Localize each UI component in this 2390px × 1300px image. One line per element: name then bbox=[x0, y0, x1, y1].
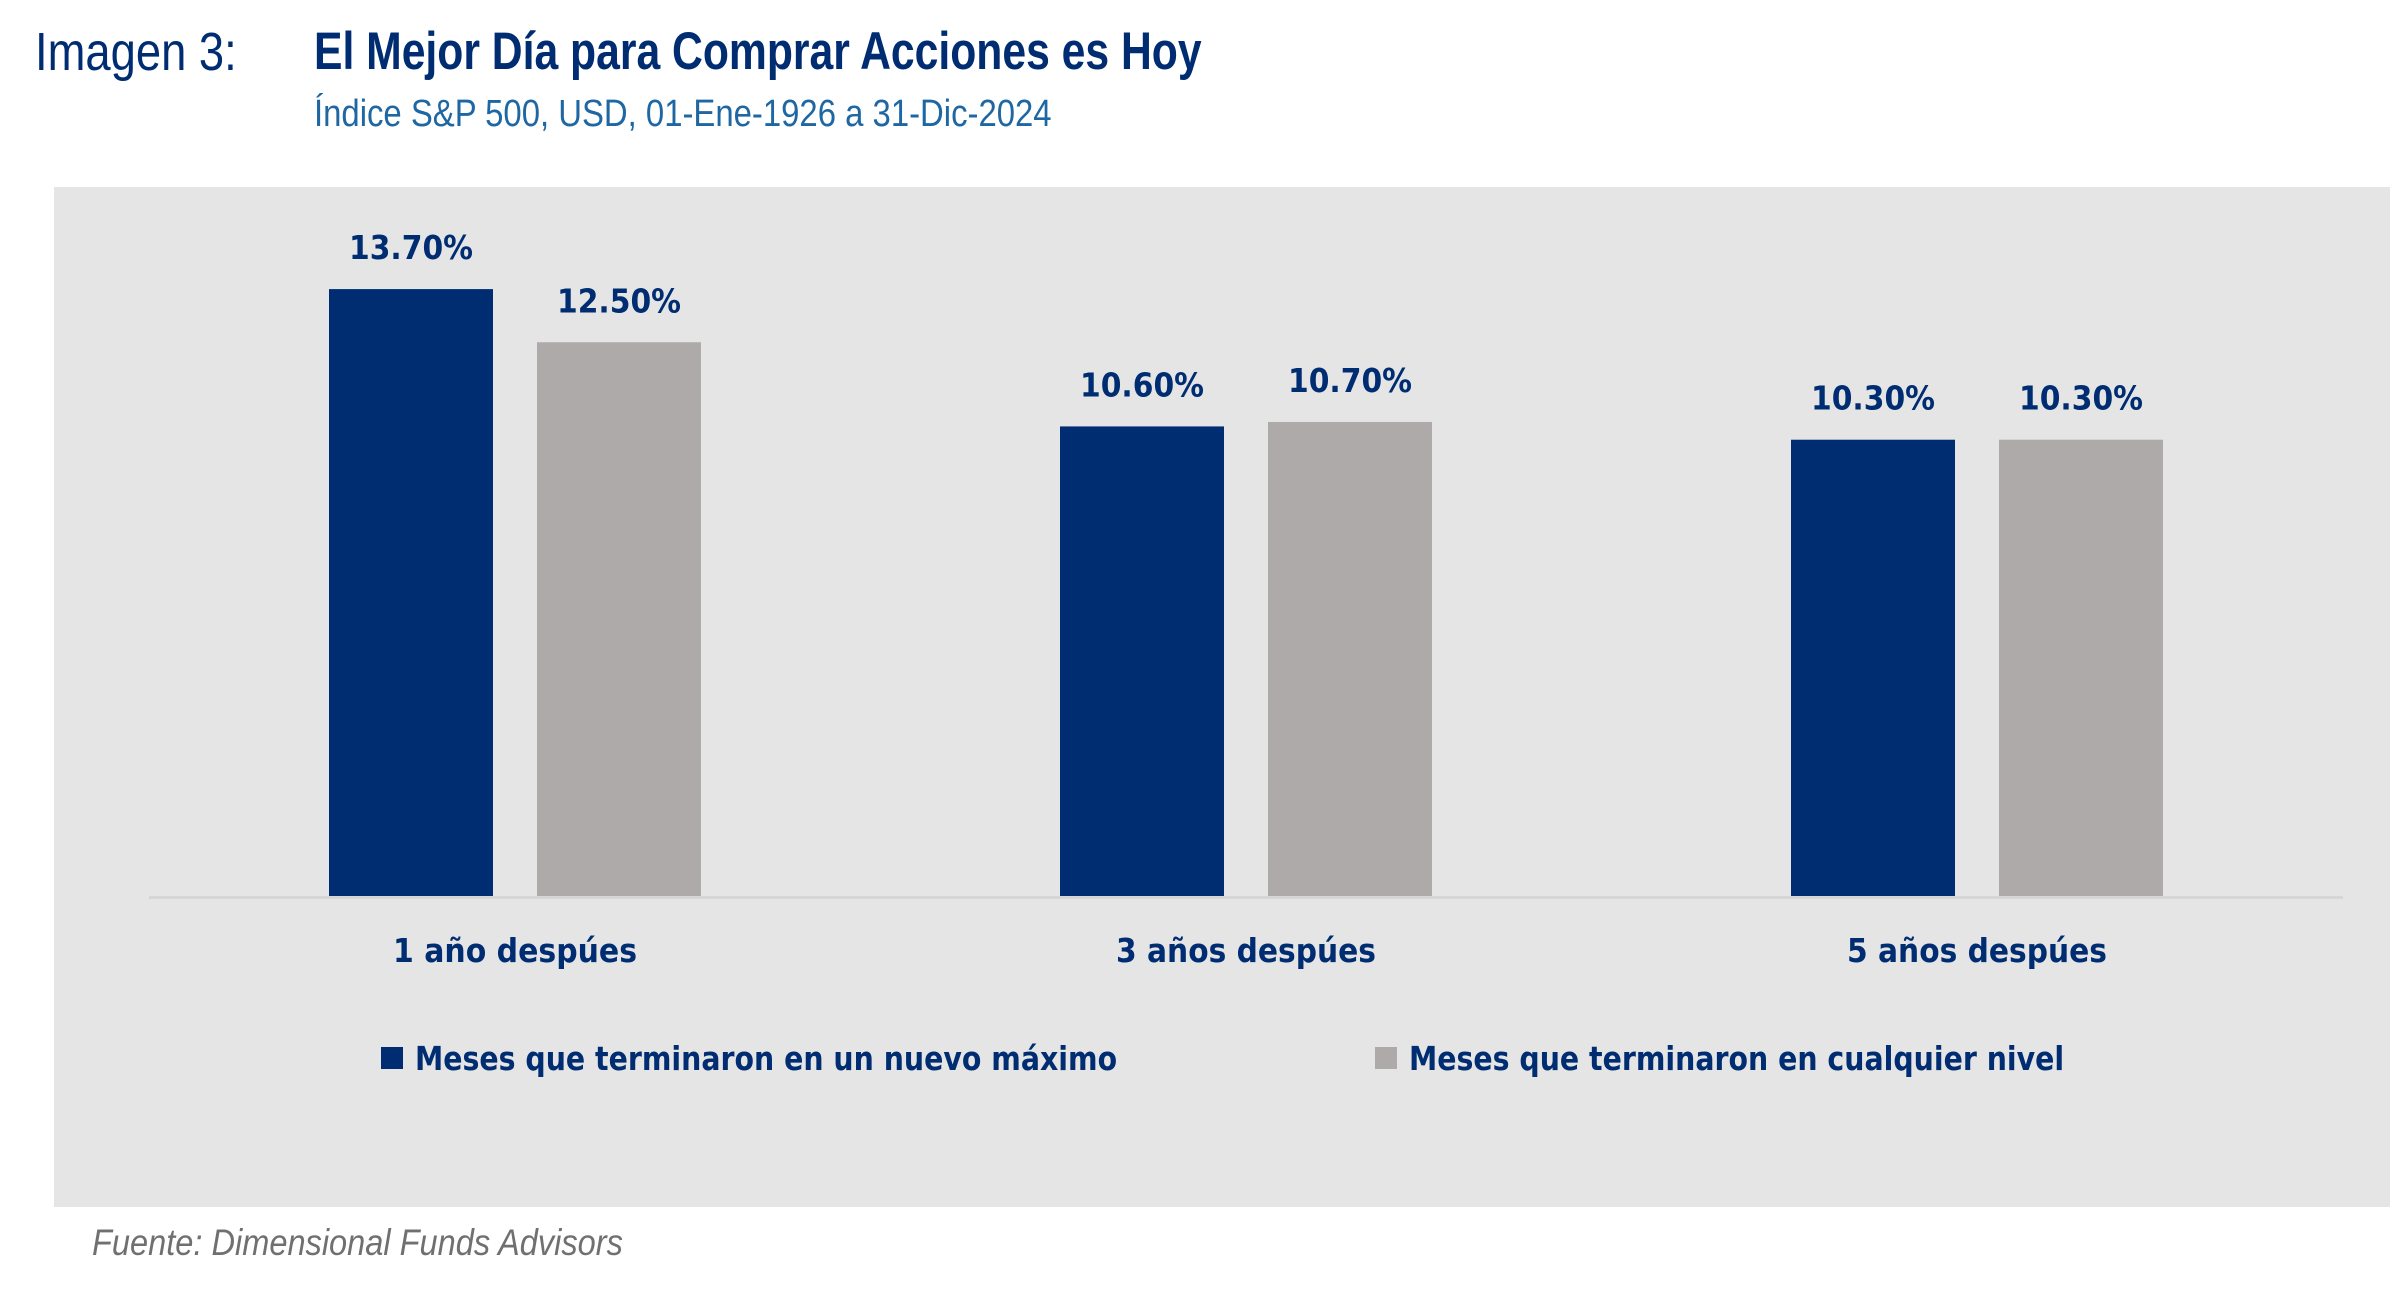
legend-label-any-level: Meses que terminaron en cualquier nivel bbox=[1409, 1038, 2065, 1078]
data-label-new-high-3: 10.30% bbox=[1811, 379, 1935, 418]
data-label-any-level-1: 12.50% bbox=[557, 281, 681, 320]
chart-subtitle: Índice S&P 500, USD, 01-Ene-1926 a 31-Di… bbox=[314, 93, 1052, 135]
data-labels-layer: 13.70% 12.50% 10.60% 10.70% 10.30% 10.30% bbox=[349, 228, 2143, 418]
data-label-new-high-1: 13.70% bbox=[349, 228, 473, 267]
category-label-2: 3 años despúes bbox=[1116, 931, 1376, 970]
category-label-1: 1 año despúes bbox=[393, 931, 637, 970]
legend-item-new-high: Meses que terminaron en un nuevo máximo bbox=[381, 1036, 1231, 1080]
bars-layer bbox=[329, 289, 2163, 897]
source-note: Fuente: Dimensional Funds Advisors bbox=[92, 1222, 623, 1263]
category-labels-layer: 1 año despúes 3 años despúes 5 años despúe… bbox=[393, 931, 2107, 970]
bar-new-high-3 bbox=[1791, 439, 1955, 896]
data-label-any-level-2: 10.70% bbox=[1288, 361, 1412, 400]
category-label-3: 5 años despúes bbox=[1847, 931, 2107, 970]
bar-any-level-2 bbox=[1268, 421, 1432, 896]
chart-legend: Meses que terminaron en un nuevo máximo … bbox=[0, 1036, 2390, 1080]
data-label-any-level-3: 10.30% bbox=[2019, 379, 2143, 418]
legend-label-new-high: Meses que terminaron en un nuevo máximo bbox=[415, 1038, 1118, 1078]
bar-any-level-1 bbox=[537, 342, 701, 896]
chart-title: El Mejor Día para Comprar Acciones es Ho… bbox=[314, 22, 1202, 81]
legend-item-any-level: Meses que terminaron en cualquier nivel bbox=[1375, 1036, 2171, 1080]
bar-new-high-1 bbox=[329, 289, 493, 897]
bar-any-level-3 bbox=[1999, 439, 2163, 896]
bar-new-high-2 bbox=[1060, 426, 1224, 896]
figure-label: Imagen 3: bbox=[35, 22, 237, 82]
legend-swatch-any-level bbox=[1375, 1047, 1397, 1069]
data-label-new-high-2: 10.60% bbox=[1080, 365, 1204, 404]
legend-swatch-new-high bbox=[381, 1047, 403, 1069]
